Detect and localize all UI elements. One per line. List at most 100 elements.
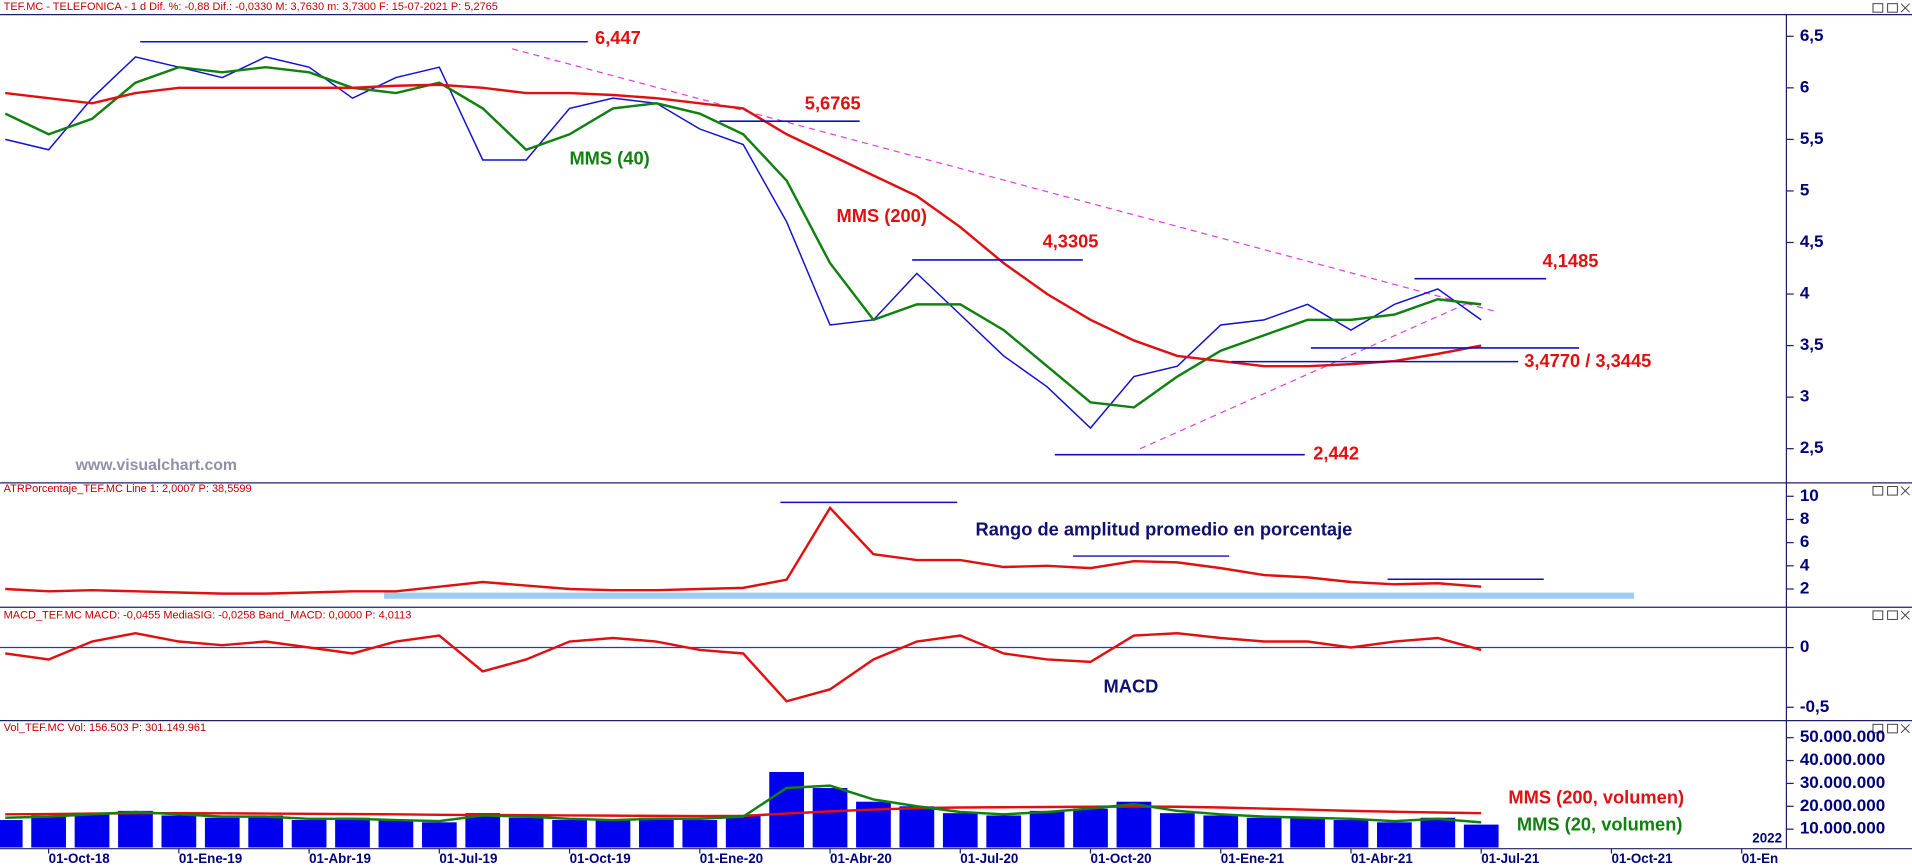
volume-bar xyxy=(161,815,197,848)
x-tick-label: 01-Oct-19 xyxy=(570,851,631,866)
x-tick-label: 01-Jul-19 xyxy=(439,851,497,866)
series-line xyxy=(5,631,1482,703)
series-line xyxy=(5,56,1482,430)
y-tick-label: 10.000.000 xyxy=(1800,819,1885,838)
x-tick-label: 01-Ene-19 xyxy=(179,851,242,866)
series-label: MMS (200, volumen) xyxy=(1508,787,1684,808)
x-tick-label: 01-Abr-21 xyxy=(1351,851,1413,866)
panel xyxy=(5,505,1482,595)
volume-bar xyxy=(1159,813,1195,848)
atr-decoration xyxy=(384,501,1634,599)
volume-bar xyxy=(899,806,935,848)
panel xyxy=(4,56,1482,430)
volume-bar xyxy=(595,820,631,848)
series-line xyxy=(5,784,1482,824)
level-label: 2,442 xyxy=(1313,443,1359,464)
volume-bar xyxy=(1333,820,1369,848)
y-tick-label: 6 xyxy=(1800,77,1810,96)
volume-bar xyxy=(769,771,804,848)
level-label: 4,3305 xyxy=(1043,230,1099,251)
volume-bar xyxy=(118,810,153,848)
volume-bar xyxy=(204,817,240,848)
volume-bar xyxy=(682,820,718,848)
x-tick-label: 01-Jul-20 xyxy=(960,851,1018,866)
y-tick-label: 10 xyxy=(1800,486,1819,505)
y-tick-label: 20.000.000 xyxy=(1800,796,1885,815)
series-line xyxy=(4,65,1482,409)
x-tick-label: 01-Oct-20 xyxy=(1091,851,1152,866)
x-tick-label: 01-En xyxy=(1742,851,1779,866)
x-tick-label: 01-Oct-18 xyxy=(49,851,111,866)
y-tick-label: 4,5 xyxy=(1800,232,1824,251)
annotation: MACD xyxy=(1104,676,1159,697)
series-line xyxy=(5,505,1482,595)
volume-bar xyxy=(74,813,110,848)
x-tick-label: 01-Abr-19 xyxy=(309,851,371,866)
y-tick-label: 2,5 xyxy=(1800,438,1824,457)
panel-header: TEF.MC - TELEFONICA - 1 d Dif. %: -0,88 … xyxy=(4,1,498,13)
volume-bar xyxy=(31,815,66,848)
volume-bar xyxy=(335,817,370,848)
volume-bar xyxy=(508,817,544,848)
series-line xyxy=(5,83,1482,368)
volume-bar xyxy=(1246,817,1282,848)
y-tick-label: 3,5 xyxy=(1800,335,1824,354)
panel-header: MACD_TEF.MC MACD: -0,0455 MediaSIG: -0,0… xyxy=(4,610,412,622)
x-tick-label: 01-Jul-21 xyxy=(1481,851,1540,866)
y-tick-label: 40.000.000 xyxy=(1800,750,1885,769)
volume-bar xyxy=(248,815,284,848)
y-tick-label: 30.000.000 xyxy=(1800,773,1885,792)
panel xyxy=(0,771,1499,848)
volume-bar xyxy=(291,820,327,848)
volume-bar xyxy=(986,815,1022,848)
x-tick-label: 01-Abr-20 xyxy=(830,851,892,866)
y-tick-label: 50.000.000 xyxy=(1800,727,1885,746)
y-tick-label: 5,5 xyxy=(1800,129,1824,148)
volume-bar xyxy=(378,820,414,848)
volume-bar xyxy=(1029,810,1065,848)
x-tick-label: 01-Oct-21 xyxy=(1611,851,1673,866)
volume-bar xyxy=(552,820,587,848)
y-tick-label: 4 xyxy=(1800,284,1810,303)
level-label: 3,4770 / 3,3445 xyxy=(1524,350,1651,371)
volume-bar xyxy=(1073,808,1108,848)
y-tick-label: 8 xyxy=(1800,509,1810,528)
trend-lines xyxy=(511,48,1494,450)
series-label: MMS (200) xyxy=(837,205,927,226)
series-label: MMS (40) xyxy=(569,148,649,169)
volume-bar xyxy=(1377,822,1412,848)
volume-bar xyxy=(725,815,761,848)
volume-bar xyxy=(639,817,674,848)
y-tick-label: 6,5 xyxy=(1800,26,1824,45)
volume-bar xyxy=(421,822,457,848)
y-tick-label: 0 xyxy=(1800,637,1810,656)
y-tick-label: 6 xyxy=(1800,532,1810,551)
panel-header: Vol_TEF.MC Vol: 156.503 P: 301.149.961 xyxy=(4,722,206,734)
volume-bar xyxy=(1116,801,1152,848)
volume-bar xyxy=(465,813,501,848)
frames xyxy=(0,14,1912,850)
volume-bar xyxy=(1463,824,1499,848)
y-tick-label: -0,5 xyxy=(1800,697,1830,716)
volume-bar xyxy=(0,820,23,848)
level-label: 4,1485 xyxy=(1543,250,1599,271)
watermark: www.visualchart.com xyxy=(75,457,237,474)
y-tick-label: 3 xyxy=(1800,387,1810,406)
y-tick-label: 2 xyxy=(1800,579,1810,598)
y-tick-label: 5 xyxy=(1800,180,1810,199)
volume-bar xyxy=(1420,817,1456,848)
x-tick-label: 01-Ene-21 xyxy=(1221,851,1285,866)
volume-bar xyxy=(812,788,848,848)
volume-bar xyxy=(942,813,978,848)
window-buttons[interactable] xyxy=(1872,3,1910,734)
annotation: Rango de amplitud promedio en porcentaje xyxy=(976,518,1353,539)
level-label: 6,447 xyxy=(595,27,641,48)
level-label: 5,6765 xyxy=(805,93,861,114)
series-label: MMS (20, volumen) xyxy=(1517,813,1683,834)
y-tick-label: 4 xyxy=(1800,555,1810,574)
volume-bar xyxy=(1290,817,1325,848)
panel-header: ATRPorcentaje_TEF.MC Line 1: 2,0007 P: 3… xyxy=(4,483,252,495)
volume-bar xyxy=(1203,815,1239,848)
